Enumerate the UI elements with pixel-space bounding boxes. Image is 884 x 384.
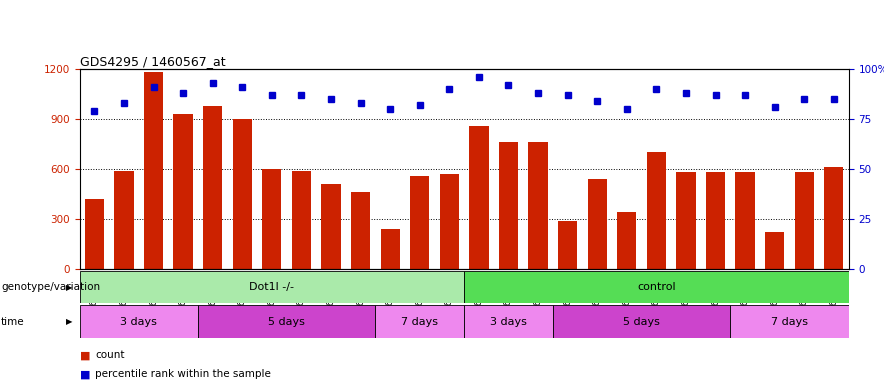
Text: genotype/variation: genotype/variation: [1, 282, 100, 292]
Bar: [198, 305, 376, 338]
Bar: [469, 126, 489, 269]
Bar: [144, 73, 164, 269]
Text: control: control: [637, 282, 675, 292]
Bar: [558, 220, 577, 269]
Bar: [676, 172, 696, 269]
Text: 5 days: 5 days: [623, 316, 660, 327]
Bar: [552, 305, 730, 338]
Bar: [351, 192, 370, 269]
Bar: [322, 184, 340, 269]
Text: Dot1l -/-: Dot1l -/-: [249, 282, 294, 292]
Bar: [735, 172, 755, 269]
Text: 7 days: 7 days: [401, 316, 438, 327]
Text: ■: ■: [80, 369, 90, 379]
Bar: [85, 199, 104, 269]
Text: 3 days: 3 days: [120, 316, 157, 327]
Text: ▶: ▶: [65, 283, 72, 291]
Bar: [765, 232, 784, 269]
Text: time: time: [1, 316, 25, 327]
Text: 3 days: 3 days: [490, 316, 527, 327]
Bar: [376, 305, 464, 338]
Bar: [380, 229, 400, 269]
Bar: [80, 271, 464, 303]
Bar: [80, 305, 198, 338]
Bar: [730, 305, 849, 338]
Text: ▶: ▶: [65, 317, 72, 326]
Bar: [824, 167, 843, 269]
Bar: [647, 152, 666, 269]
Bar: [410, 175, 430, 269]
Bar: [706, 172, 725, 269]
Text: 7 days: 7 days: [771, 316, 808, 327]
Text: 5 days: 5 days: [268, 316, 305, 327]
Bar: [529, 142, 548, 269]
Text: ■: ■: [80, 350, 90, 360]
Bar: [114, 170, 133, 269]
Bar: [439, 174, 459, 269]
Bar: [464, 305, 552, 338]
Bar: [173, 114, 193, 269]
Text: count: count: [95, 350, 125, 360]
Bar: [232, 119, 252, 269]
Bar: [795, 172, 814, 269]
Bar: [499, 142, 518, 269]
Bar: [588, 179, 606, 269]
Bar: [203, 106, 222, 269]
Bar: [464, 271, 849, 303]
Bar: [617, 212, 636, 269]
Text: percentile rank within the sample: percentile rank within the sample: [95, 369, 271, 379]
Text: GDS4295 / 1460567_at: GDS4295 / 1460567_at: [80, 55, 225, 68]
Bar: [292, 170, 311, 269]
Bar: [263, 169, 281, 269]
